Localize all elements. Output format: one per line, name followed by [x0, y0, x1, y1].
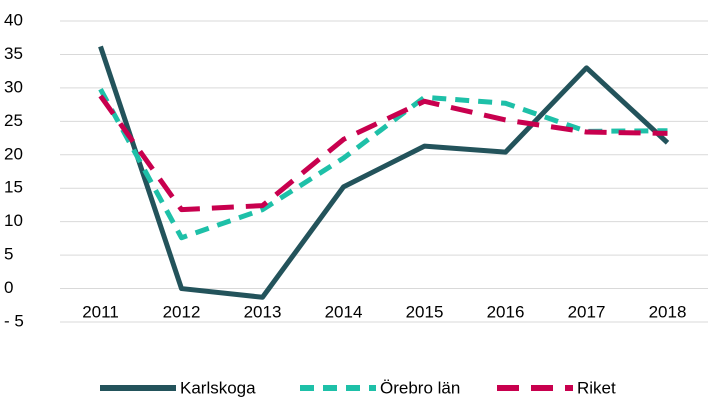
y-tick-label: 35	[4, 44, 23, 63]
x-tick-label: 2017	[568, 302, 606, 321]
series-line	[98, 88, 668, 241]
x-tick-label: 2014	[325, 302, 363, 321]
legend-label: Karlskoga	[180, 378, 256, 397]
series-line	[98, 45, 670, 300]
x-tick-label: 2012	[163, 302, 201, 321]
x-tick-label: 2016	[487, 302, 525, 321]
y-tick-label: 15	[4, 178, 23, 197]
y-tick-label: 25	[4, 111, 23, 130]
x-tick-label: 2011	[82, 302, 119, 321]
x-tick-label: 2015	[406, 302, 444, 321]
y-tick-label: - 5	[4, 311, 24, 330]
y-tick-label: 0	[4, 278, 13, 297]
y-tick-label: 40	[4, 10, 23, 29]
legend-label: Riket	[577, 378, 616, 397]
series-line	[98, 94, 668, 213]
y-tick-label: 5	[4, 245, 13, 264]
y-tick-label: 20	[4, 144, 23, 163]
x-tick-label: 2013	[244, 302, 282, 321]
legend-label: Örebro län	[380, 378, 460, 397]
y-tick-label: 10	[4, 211, 23, 230]
x-tick-label: 2018	[649, 302, 687, 321]
y-tick-label: 30	[4, 77, 23, 96]
